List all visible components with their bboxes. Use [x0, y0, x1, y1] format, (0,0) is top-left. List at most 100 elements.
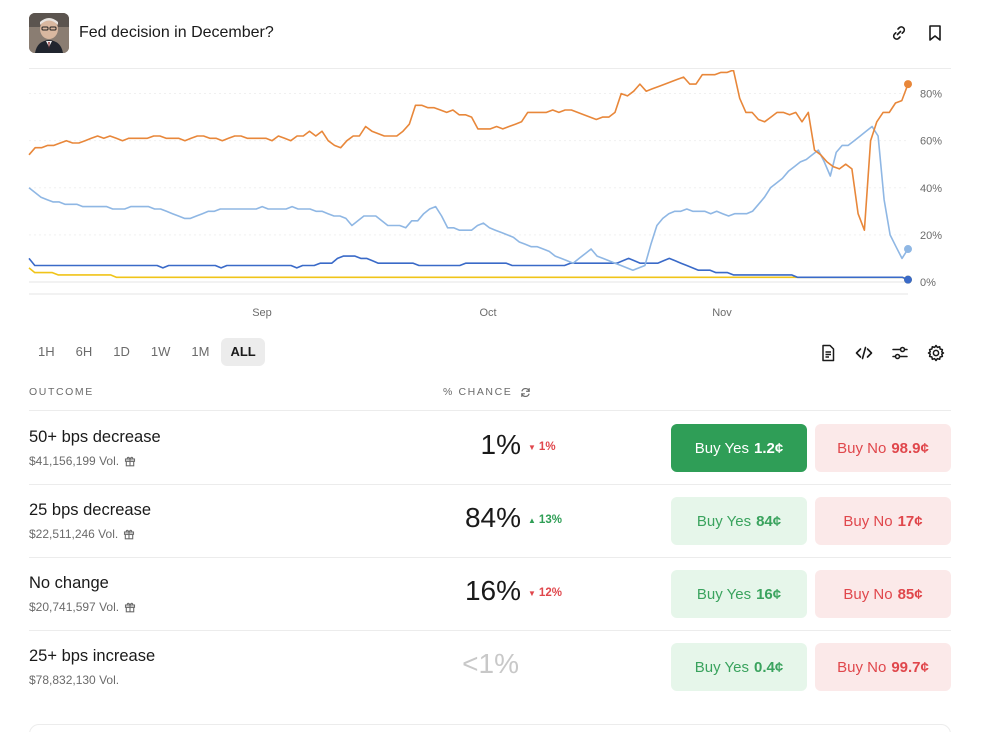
buy-no-label: Buy No: [843, 585, 893, 603]
series-line: [28, 267, 909, 281]
change-value: 1%: [538, 441, 556, 453]
outcome-name: No change: [29, 574, 109, 592]
refresh-icon[interactable]: [520, 387, 531, 398]
buy-yes-button[interactable]: Buy Yes 16¢: [671, 570, 807, 618]
buy-yes-price: 16¢: [756, 585, 782, 603]
buy-yes-price: 84¢: [756, 512, 782, 530]
time-range-selector: 1H 6H 1D 1W 1M ALL: [29, 338, 268, 366]
gift-icon: [124, 529, 135, 540]
range-all[interactable]: ALL: [221, 338, 265, 366]
range-1d[interactable]: 1D: [113, 344, 130, 359]
outcome-volume: $20,741,597 Vol.: [29, 600, 136, 614]
market-avatar: [29, 13, 69, 53]
x-tick-label: Oct: [479, 307, 496, 319]
triangle-down-icon: ▼: [528, 588, 536, 598]
buy-yes-label: Buy Yes: [696, 512, 752, 530]
buy-yes-label: Buy Yes: [696, 585, 752, 603]
buy-no-label: Buy No: [843, 512, 893, 530]
table-divider: [29, 557, 951, 558]
range-1m[interactable]: 1M: [191, 344, 210, 359]
document-icon[interactable]: [818, 343, 838, 363]
triangle-up-icon: ▲: [528, 515, 536, 525]
page-title: Fed decision in December?: [79, 24, 274, 41]
buy-no-price: 99.7¢: [891, 658, 929, 676]
volume-text: $22,511,246 Vol.: [29, 527, 119, 541]
buy-yes-label: Buy Yes: [694, 658, 749, 676]
chart-svg: 80% 60% 40% 20% 0% Sep Oct Nov: [28, 70, 942, 319]
buy-no-button[interactable]: Buy No 85¢: [815, 570, 951, 618]
y-tick-label: 60%: [920, 136, 942, 148]
outcome-row[interactable]: No change $20,741,597 Vol. 16% ▼ 12% Buy …: [29, 557, 951, 630]
outcome-name: 50+ bps decrease: [29, 428, 161, 446]
outcome-row[interactable]: 25 bps decrease $22,511,246 Vol. 84% ▲ 13…: [29, 484, 951, 557]
price-history-chart[interactable]: 80% 60% 40% 20% 0% Sep Oct Nov: [0, 70, 982, 330]
buy-no-button[interactable]: Buy No 99.7¢: [815, 643, 951, 691]
buy-no-label: Buy No: [837, 658, 887, 676]
outcome-row[interactable]: 25+ bps increase $78,832,130 Vol. <1% Bu…: [29, 630, 951, 703]
series-end-point: [904, 275, 912, 284]
table-divider: [29, 484, 951, 485]
sliders-icon[interactable]: [890, 343, 910, 363]
series-line: [28, 255, 909, 281]
range-1h[interactable]: 1H: [38, 344, 55, 359]
buy-no-price: 98.9¢: [891, 439, 929, 457]
y-tick-label: 80%: [920, 89, 942, 101]
chart-tools: [818, 343, 946, 363]
series-end-point: [904, 245, 912, 254]
change-indicator: ▲ 13%: [528, 514, 562, 526]
header-divider: [29, 68, 951, 69]
y-tick-label: 0%: [920, 277, 936, 289]
buy-yes-button[interactable]: Buy Yes 0.4¢: [671, 643, 807, 691]
embed-code-icon[interactable]: [854, 343, 874, 363]
x-tick-label: Nov: [712, 307, 732, 319]
outcome-volume: $78,832,130 Vol.: [29, 673, 119, 687]
change-value: 13%: [538, 514, 562, 526]
outcome-volume: $41,156,199 Vol.: [29, 454, 136, 468]
y-tick-label: 20%: [920, 230, 942, 242]
table-divider: [29, 630, 951, 631]
range-6h[interactable]: 6H: [75, 344, 93, 359]
series-line: [28, 125, 909, 271]
change-indicator: ▼ 12%: [528, 587, 562, 599]
outcome-row[interactable]: 50+ bps decrease $41,156,199 Vol. 1% ▼ 1%…: [29, 411, 951, 484]
buy-no-button[interactable]: Buy No 98.9¢: [815, 424, 951, 472]
outcome-name: 25+ bps increase: [29, 647, 156, 665]
y-tick-label: 40%: [920, 183, 942, 195]
triangle-down-icon: ▼: [528, 442, 536, 452]
buy-no-price: 17¢: [897, 512, 923, 530]
market-header: Fed decision in December?: [29, 13, 951, 53]
buy-no-price: 85¢: [897, 585, 923, 603]
outcome-volume: $22,511,246 Vol.: [29, 527, 135, 541]
outcome-name: 25 bps decrease: [29, 501, 152, 519]
chance-value: 1%: [480, 429, 521, 460]
change-indicator: ▼ 1%: [528, 441, 556, 453]
volume-text: $41,156,199 Vol.: [29, 454, 120, 468]
buy-yes-price: 0.4¢: [754, 658, 784, 676]
link-icon[interactable]: [889, 23, 909, 43]
series-end-point: [904, 80, 912, 89]
chance-value: 16%: [464, 575, 521, 606]
gift-icon: [125, 602, 136, 613]
gift-icon: [125, 456, 136, 467]
volume-text: $78,832,130 Vol.: [29, 673, 120, 687]
column-header-outcome: OUTCOME: [29, 386, 94, 398]
chance-value: 84%: [464, 502, 521, 533]
buy-no-button[interactable]: Buy No 17¢: [815, 497, 951, 545]
x-tick-label: Sep: [252, 307, 272, 319]
buy-yes-button[interactable]: Buy Yes 84¢: [671, 497, 807, 545]
settings-gear-icon[interactable]: [926, 343, 946, 363]
buy-yes-price: 1.2¢: [754, 439, 784, 457]
range-1w[interactable]: 1W: [150, 344, 171, 359]
table-divider: [29, 410, 951, 411]
volume-text: $20,741,597 Vol.: [29, 600, 120, 614]
chance-value: <1%: [462, 648, 519, 679]
bottom-card: [29, 724, 951, 732]
column-header-chance-label: % CHANCE: [443, 386, 513, 398]
change-value: 12%: [538, 587, 562, 599]
buy-yes-label: Buy Yes: [694, 439, 749, 457]
series-line: [28, 70, 909, 231]
buy-yes-button[interactable]: Buy Yes 1.2¢: [671, 424, 807, 472]
bookmark-icon[interactable]: [925, 23, 945, 43]
column-header-chance: % CHANCE: [443, 386, 531, 398]
buy-no-label: Buy No: [837, 439, 887, 457]
